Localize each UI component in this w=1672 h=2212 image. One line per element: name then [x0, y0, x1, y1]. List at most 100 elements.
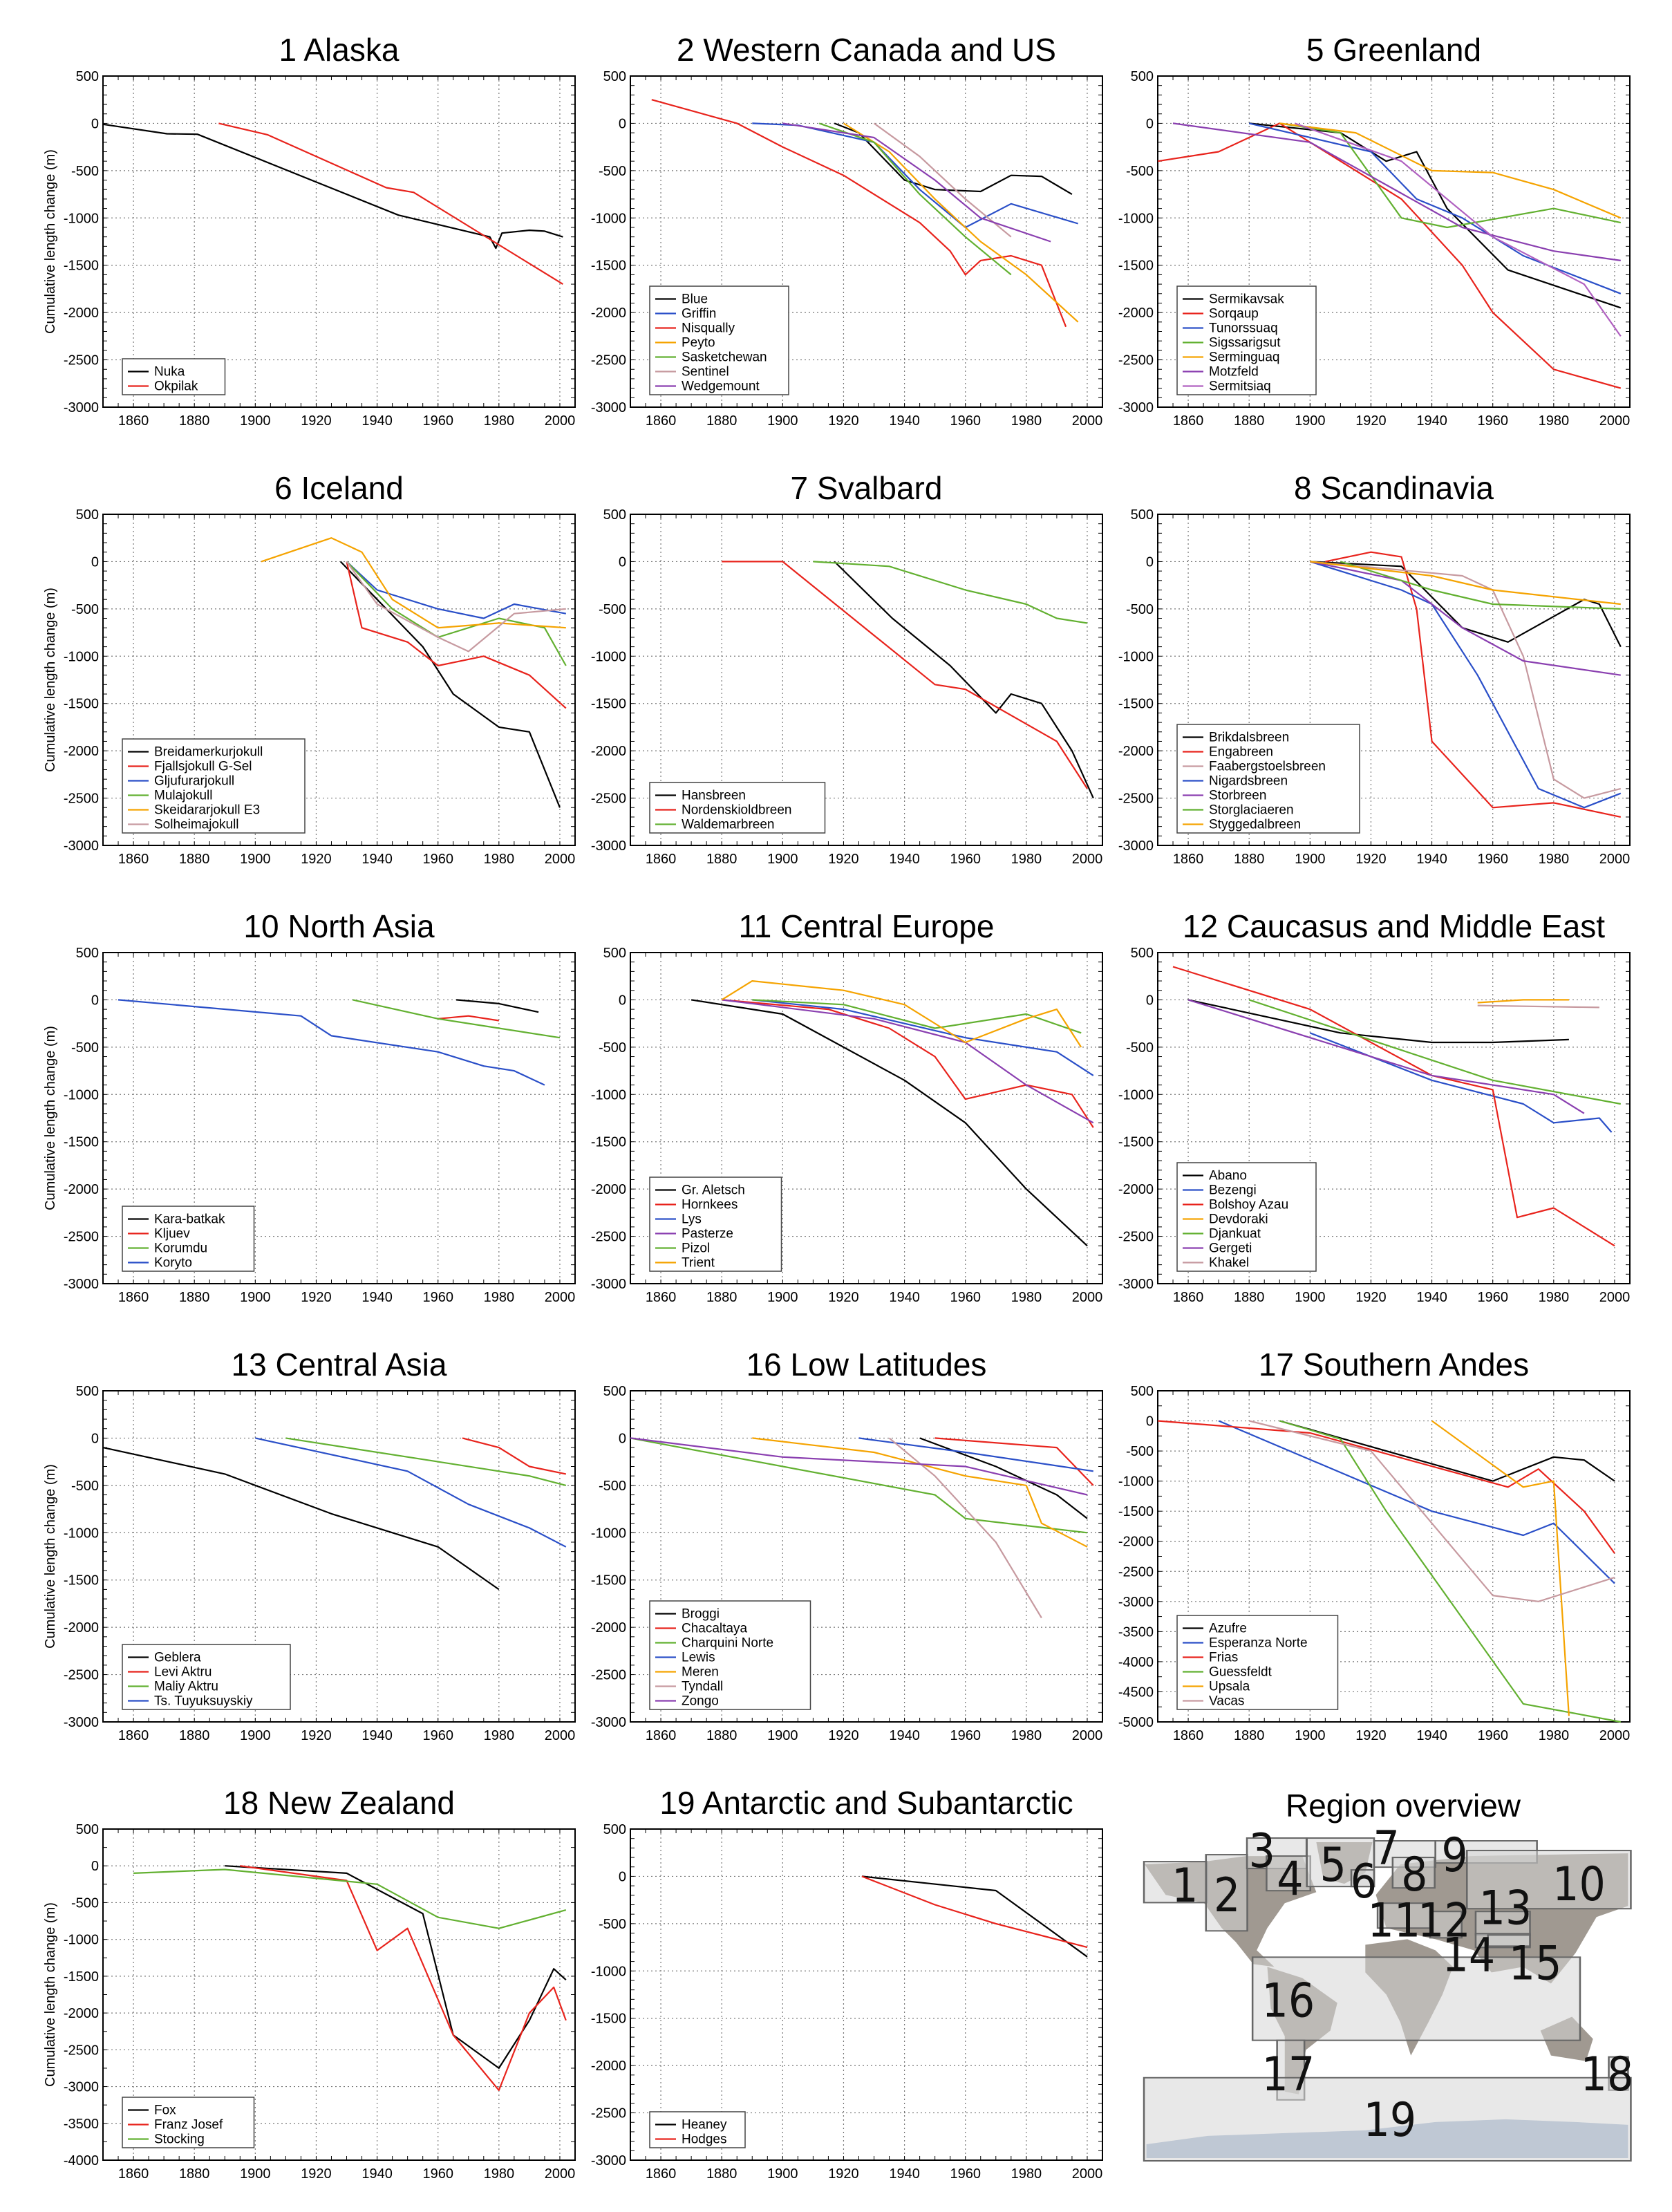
y-tick-label: -500	[1126, 602, 1154, 617]
series-line-waldemarbreen	[813, 561, 1088, 624]
x-tick-label: 1860	[1173, 413, 1204, 429]
legend-label: Solheimajokull	[154, 818, 239, 832]
plot-frame	[102, 1390, 576, 1723]
region-label: 4	[1277, 1852, 1303, 1906]
y-tick-label: -2500	[64, 2043, 99, 2058]
legend-label: Pizol	[682, 1241, 710, 1256]
y-tick-label: -3000	[591, 1715, 626, 1730]
y-tick-label: 500	[76, 69, 99, 84]
chart-panel: 6 Iceland 1860 1880 1900 1920 1940 1960 1980 200…	[43, 470, 576, 867]
x-tick-label: 2000	[545, 2166, 576, 2182]
plot-frame	[102, 952, 576, 1284]
region-box	[1266, 1855, 1312, 1892]
region-box	[1376, 1902, 1431, 1929]
x-tick-label: 2000	[1599, 1728, 1631, 1743]
series-line-sigssarigsut	[1279, 122, 1622, 229]
y-tick-label: 0	[91, 1431, 99, 1446]
y-tick-label: -500	[71, 1895, 99, 1911]
y-tick-label: -1000	[591, 649, 626, 664]
region-label: 5	[1320, 1838, 1346, 1893]
legend-label: Guessfeldt	[1209, 1665, 1272, 1680]
x-tick-label: 1920	[1355, 852, 1387, 867]
x-tick-label: 1860	[646, 413, 677, 429]
region-label: 19	[1363, 2092, 1416, 2147]
x-tick-label: 1880	[1234, 852, 1265, 867]
x-tick-label: 1860	[1173, 1290, 1204, 1305]
y-tick-label: -500	[599, 1479, 626, 1494]
chart-panel: 1 Alaska 1860 1880 1900 1920 1940 1960 1980 2000…	[43, 32, 576, 429]
legend-label: Sorqaup	[1209, 307, 1259, 321]
x-tick-label: 1980	[484, 852, 515, 867]
legend-box	[649, 782, 826, 834]
chart-title: 7 Svalbard	[791, 470, 943, 506]
series-line-mulajokull	[346, 561, 567, 666]
legend-label: Charquini Norte	[682, 1636, 773, 1651]
legend-label: Chacaltaya	[682, 1622, 747, 1636]
series-line-styggedalbreen	[1310, 561, 1621, 606]
y-tick-label: -1500	[1118, 1135, 1154, 1150]
legend-label: Pasterze	[682, 1227, 733, 1241]
legend-label: Hornkees	[682, 1198, 738, 1212]
y-tick-label: -4000	[1118, 1655, 1154, 1670]
y-tick-label: -2500	[591, 791, 626, 807]
region-label: 1	[1172, 1859, 1198, 1913]
legend-label: Gergeti	[1209, 1241, 1252, 1256]
series-line-lewis	[858, 1437, 1093, 1472]
x-tick-label: 1960	[422, 852, 453, 867]
legend-label: Devdoraki	[1209, 1212, 1268, 1227]
y-tick-label: -1500	[64, 1135, 99, 1150]
series-line-guessfeldt	[1279, 1420, 1622, 1723]
region-label: 17	[1261, 2047, 1315, 2101]
plot-frame	[102, 1828, 576, 2161]
y-tick-label: -500	[71, 1479, 99, 1494]
series-line-abano	[1187, 999, 1569, 1044]
legend-label: Waldemarbreen	[682, 818, 774, 832]
legend-label: Gr. Aletsch	[682, 1183, 745, 1198]
y-tick-label: -500	[71, 1040, 99, 1056]
x-tick-label: 1980	[1011, 1290, 1042, 1305]
series-line-sermitsiaq	[1294, 122, 1622, 337]
legend-label: Storbreen	[1209, 789, 1266, 803]
x-tick-label: 2000	[1599, 1290, 1631, 1305]
x-tick-label: 1880	[706, 413, 738, 429]
chart-panel: 19 Antarctic and Subantarctic 1860 1880 190…	[591, 1785, 1103, 2182]
y-tick-label: -500	[1126, 164, 1154, 179]
legend-label: Blue	[682, 292, 708, 307]
y-tick-label: -1000	[64, 1087, 99, 1103]
region-box	[1429, 1911, 1463, 1939]
x-tick-label: 1880	[179, 1290, 210, 1305]
legend-box	[122, 1206, 255, 1272]
plot-frame	[102, 75, 576, 408]
series-line-tyndall	[888, 1437, 1042, 1619]
y-tick-label: -1500	[1118, 697, 1154, 712]
x-tick-label: 1940	[889, 1290, 920, 1305]
y-tick-label: -1500	[591, 1573, 626, 1588]
y-tick-label: -1000	[1118, 211, 1154, 226]
x-tick-label: 1880	[1234, 413, 1265, 429]
y-tick-label: -1500	[64, 259, 99, 274]
y-tick-label: -2000	[64, 306, 99, 321]
x-tick-label: 1940	[1416, 413, 1447, 429]
y-axis-label: Cumulative length change (m)	[43, 1026, 58, 1210]
x-tick-label: 1860	[118, 413, 149, 429]
y-tick-label: 0	[1146, 554, 1154, 570]
y-tick-label: -500	[71, 602, 99, 617]
x-tick-label: 1880	[179, 2166, 210, 2182]
series-line-upsala	[1431, 1420, 1570, 1716]
y-tick-label: -3000	[591, 400, 626, 415]
y-tick-label: -500	[599, 164, 626, 179]
chart-title: 13 Central Asia	[232, 1347, 447, 1382]
legend-box	[649, 2111, 746, 2148]
y-tick-label: 500	[603, 507, 626, 523]
y-tick-label: 500	[76, 946, 99, 961]
series-line-devdoraki	[1477, 999, 1569, 1004]
region-box	[1143, 1861, 1208, 1904]
x-tick-label: 1920	[301, 413, 332, 429]
x-tick-label: 1980	[1539, 852, 1570, 867]
legend-box	[649, 285, 789, 395]
y-tick-label: -1000	[64, 1933, 99, 1948]
